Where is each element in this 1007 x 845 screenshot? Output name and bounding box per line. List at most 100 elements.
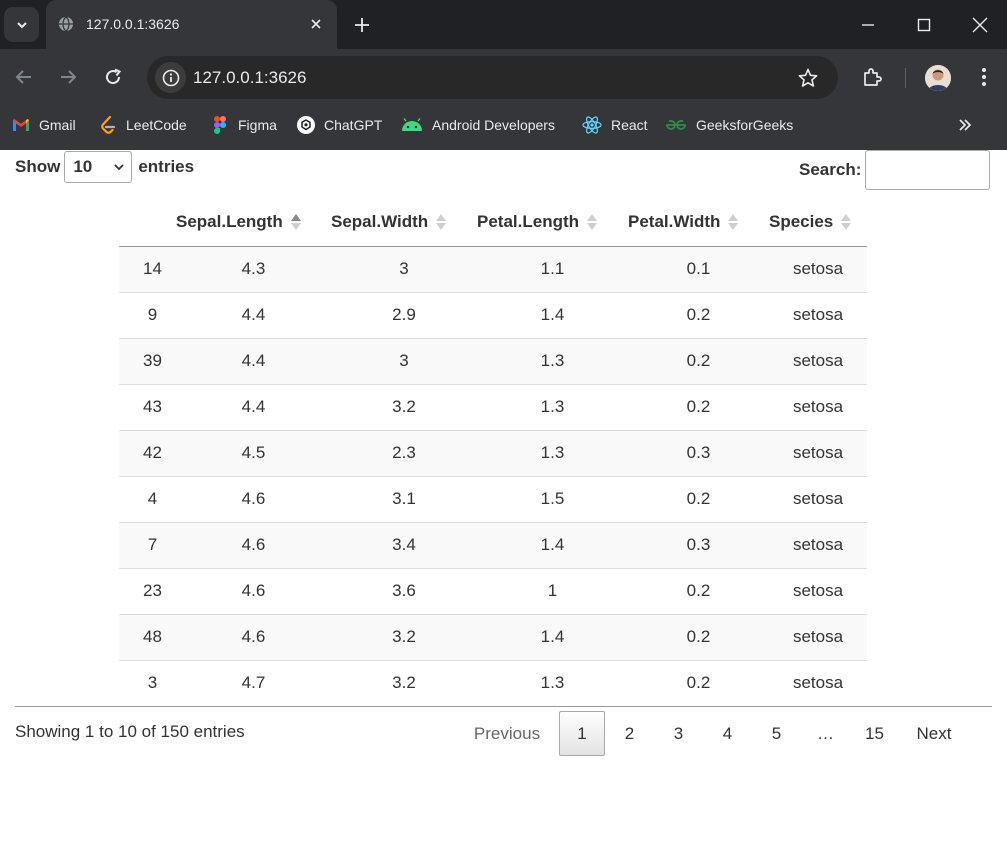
sort-ascending-icon: [290, 213, 301, 230]
browser-menu-button[interactable]: [970, 62, 998, 92]
table-cell: 3.2: [331, 613, 477, 660]
bookmark-react[interactable]: React: [582, 113, 648, 137]
next-page-button[interactable]: Next: [916, 723, 952, 743]
entries-label: entries: [138, 157, 195, 176]
android-icon: [401, 116, 423, 134]
table-cell: 39: [119, 337, 176, 384]
table-cell: 0.2: [628, 383, 769, 430]
page-button-4[interactable]: 4: [722, 723, 733, 743]
minimize-button[interactable]: [840, 0, 896, 49]
column-header-index: [119, 198, 176, 247]
active-tab[interactable]: 127.0.0.1:3626: [46, 0, 337, 49]
table-cell: 42: [119, 429, 176, 476]
table-cell: setosa: [769, 291, 867, 338]
table-row: 43 4.4 3.2 1.3 0.2 setosa: [119, 383, 867, 430]
column-header-sepal-length[interactable]: Sepal.Length: [176, 198, 331, 247]
table-cell: 1.3: [477, 659, 628, 706]
page-button-5[interactable]: 5: [771, 723, 782, 743]
table-cell: 4.5: [176, 429, 331, 476]
table-cell: 1.3: [477, 383, 628, 430]
page-button-15[interactable]: 15: [865, 723, 884, 743]
reload-button[interactable]: [98, 62, 128, 92]
table-row: 39 4.4 3 1.3 0.2 setosa: [119, 337, 867, 384]
table-cell: 23: [119, 567, 176, 614]
react-icon: [582, 116, 602, 134]
info-icon: [162, 69, 179, 86]
chevron-down-icon: [114, 164, 124, 171]
table-cell: 4.4: [176, 337, 331, 384]
table-cell: 1.1: [477, 246, 628, 292]
table-cell: 1.3: [477, 429, 628, 476]
tab-title: 127.0.0.1:3626: [86, 16, 180, 32]
close-window-button[interactable]: [952, 0, 1007, 49]
table-cell: 0.1: [628, 246, 769, 292]
bookmark-leetcode[interactable]: LeetCode: [99, 113, 187, 137]
tab-close-button[interactable]: [306, 14, 326, 34]
page-ellipsis: …: [817, 723, 834, 743]
table-cell: 0.2: [628, 659, 769, 706]
maximize-button[interactable]: [896, 0, 952, 49]
back-button[interactable]: [9, 62, 39, 92]
table-cell: 43: [119, 383, 176, 430]
bookmark-gmail[interactable]: Gmail: [12, 113, 76, 137]
table-cell: 4.6: [176, 613, 331, 660]
page-length-value: 10: [73, 157, 93, 176]
avatar-icon: [925, 65, 951, 91]
table-bottom-border: [15, 706, 992, 707]
forward-button[interactable]: [53, 62, 83, 92]
page-button-2[interactable]: 2: [624, 723, 635, 743]
tab-search-button[interactable]: [4, 7, 39, 42]
bookmark-chatgpt[interactable]: ChatGPT: [297, 113, 382, 137]
table-cell: 3: [119, 659, 176, 706]
address-bar[interactable]: 127.0.0.1:3626: [147, 56, 838, 99]
column-header-petal-width[interactable]: Petal.Width: [628, 198, 769, 247]
bookmark-geeksforgeeks[interactable]: GeeksforGeeks: [665, 113, 793, 137]
tab-strip: 127.0.0.1:3626: [0, 0, 1007, 49]
arrow-left-icon: [15, 70, 31, 84]
table-cell: 0.2: [628, 613, 769, 660]
bookmarks-overflow-button[interactable]: [952, 113, 978, 137]
column-header-petal-length[interactable]: Petal.Length: [477, 198, 628, 247]
table-cell: setosa: [769, 613, 867, 660]
table-cell: 4.6: [176, 521, 331, 568]
table-cell: 3.2: [331, 659, 477, 706]
site-info-button[interactable]: [155, 62, 186, 93]
table-cell: 9: [119, 291, 176, 338]
table-info: Showing 1 to 10 of 150 entries: [15, 722, 245, 741]
table-cell: 0.2: [628, 291, 769, 338]
new-tab-button[interactable]: [349, 12, 374, 37]
table-cell: 48: [119, 613, 176, 660]
table-cell: 7: [119, 521, 176, 568]
toolbar-divider: [905, 68, 906, 88]
browser-toolbar: 127.0.0.1:3626: [0, 49, 1007, 106]
sort-icon: [841, 213, 852, 230]
figma-icon: [211, 116, 229, 134]
chevron-down-icon: [16, 21, 27, 28]
table-cell: setosa: [769, 383, 867, 430]
table-row: 3 4.7 3.2 1.3 0.2 setosa: [119, 659, 867, 706]
page-length-select[interactable]: 10: [64, 151, 133, 183]
page-button-1[interactable]: 1: [559, 711, 605, 756]
page-button-3[interactable]: 3: [673, 723, 684, 743]
table-row: 14 4.3 3 1.1 0.1 setosa: [119, 246, 867, 292]
plus-icon: [354, 17, 369, 32]
profile-avatar[interactable]: [925, 65, 951, 91]
column-header-species[interactable]: Species: [769, 198, 867, 247]
table-cell: setosa: [769, 246, 867, 292]
bookmark-android-developers[interactable]: Android Developers: [401, 113, 555, 137]
table-cell: 0.2: [628, 475, 769, 522]
table-cell: setosa: [769, 659, 867, 706]
search-input[interactable]: [865, 150, 991, 190]
table-cell: 4: [119, 475, 176, 522]
table-header-row: Sepal.Length Sepal.Width Petal.Length Pe…: [119, 198, 867, 247]
bookmark-figma[interactable]: Figma: [211, 113, 277, 137]
previous-page-button[interactable]: Previous: [473, 723, 541, 743]
table-cell: 1.5: [477, 475, 628, 522]
table-cell: setosa: [769, 337, 867, 384]
bookmark-star-button[interactable]: [795, 65, 821, 91]
table-cell: 0.3: [628, 429, 769, 476]
extensions-button[interactable]: [857, 62, 887, 92]
column-header-sepal-width[interactable]: Sepal.Width: [331, 198, 477, 247]
table-cell: 0.3: [628, 521, 769, 568]
table-cell: 1.3: [477, 337, 628, 384]
